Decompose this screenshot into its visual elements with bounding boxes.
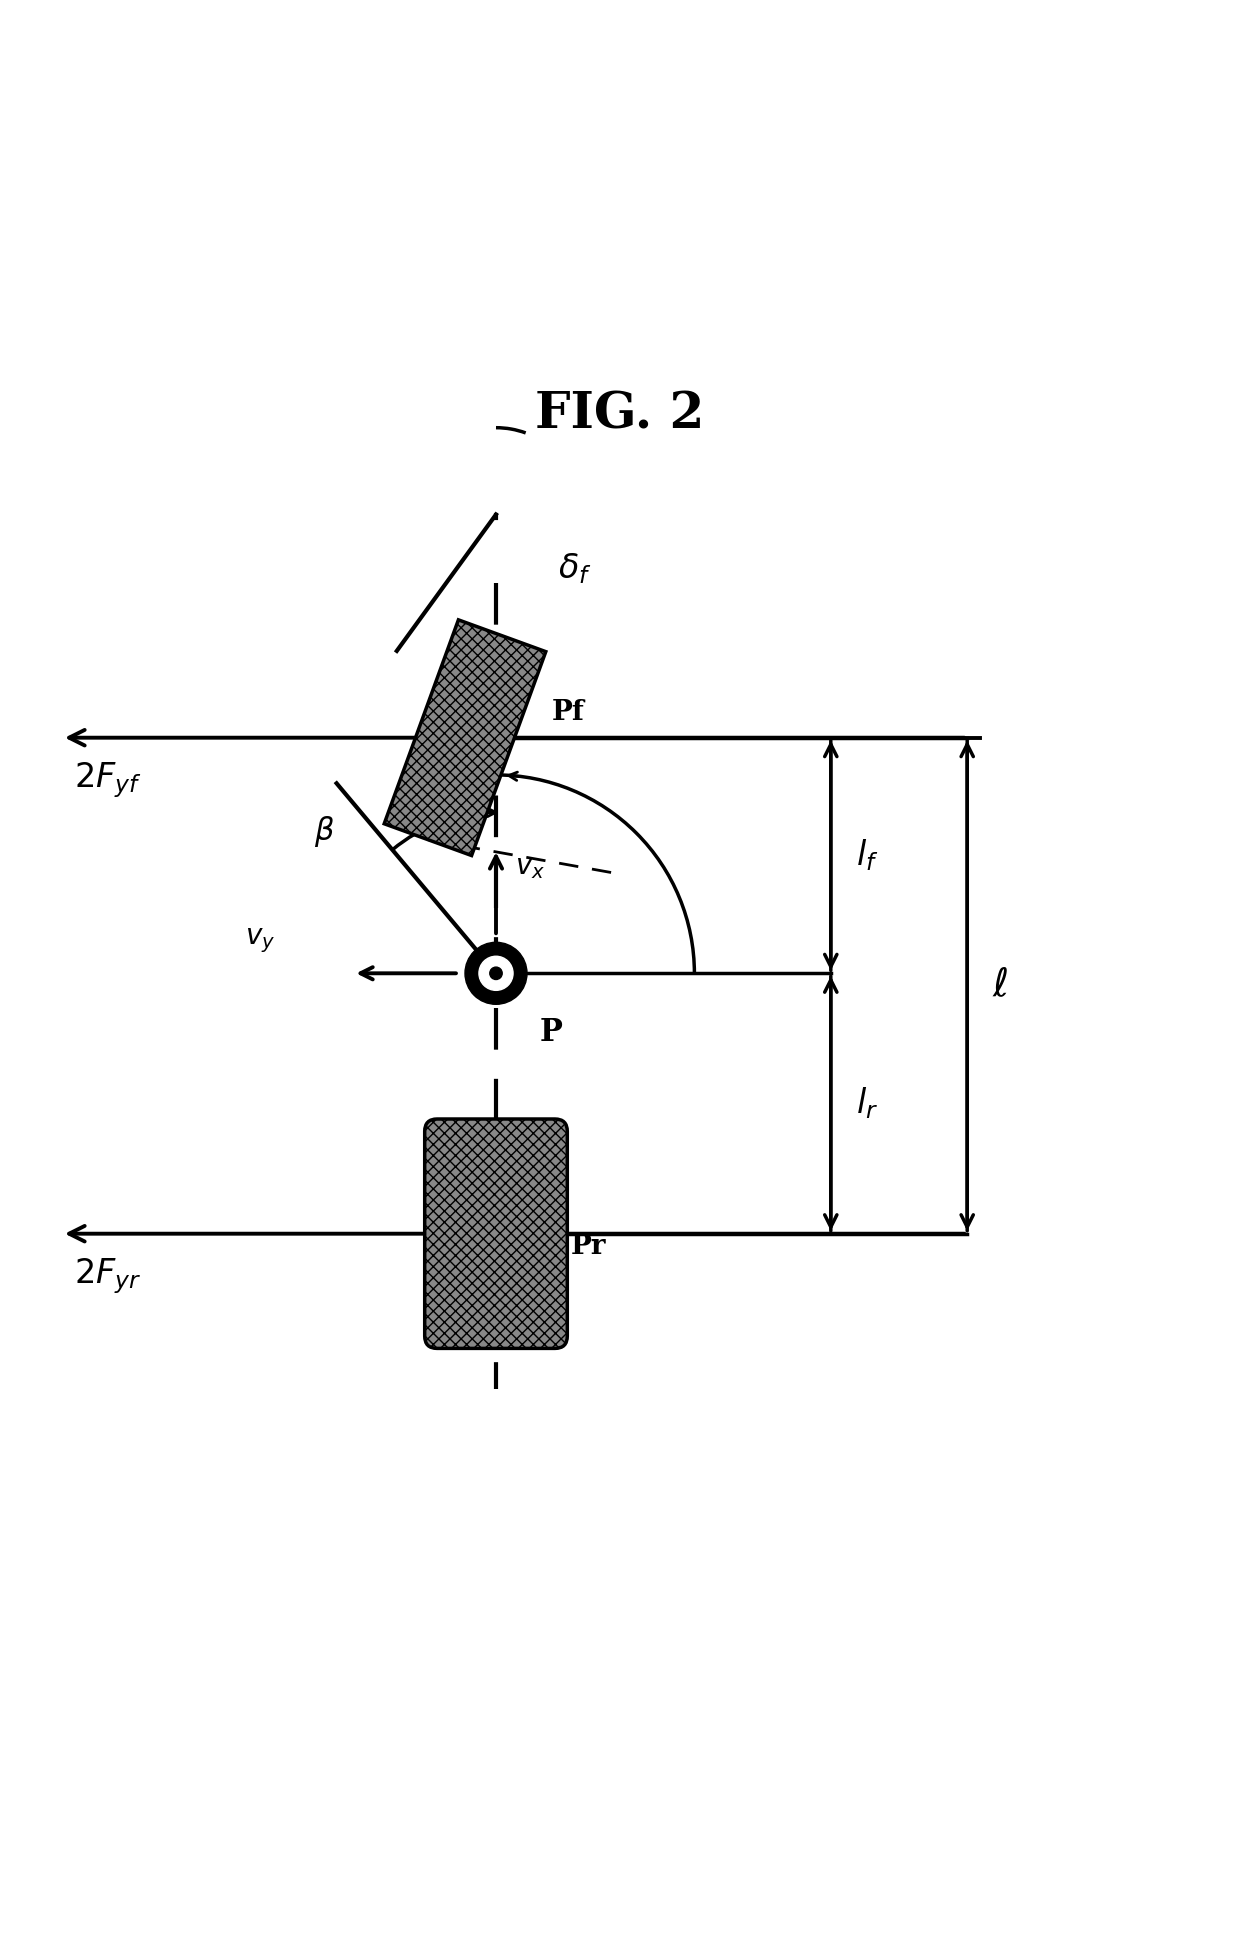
Text: $l_r$: $l_r$ <box>856 1085 878 1121</box>
Text: FIG. 2: FIG. 2 <box>536 390 704 441</box>
Text: $\delta_f$: $\delta_f$ <box>558 552 591 586</box>
Circle shape <box>490 968 502 980</box>
Circle shape <box>479 956 513 991</box>
Text: $2F_{yf}$: $2F_{yf}$ <box>74 760 141 799</box>
Text: Pr: Pr <box>570 1232 606 1260</box>
Text: $2F_{yr}$: $2F_{yr}$ <box>74 1256 141 1295</box>
Text: $l_f$: $l_f$ <box>856 838 878 874</box>
Circle shape <box>465 942 527 1005</box>
Text: $v_x$: $v_x$ <box>515 854 544 882</box>
Text: $\beta$: $\beta$ <box>314 815 335 850</box>
Text: $\ell$: $\ell$ <box>992 968 1008 1005</box>
FancyBboxPatch shape <box>424 1119 568 1348</box>
Text: P: P <box>539 1017 562 1048</box>
Text: Pf: Pf <box>552 699 585 727</box>
Text: $v_y$: $v_y$ <box>246 927 275 954</box>
Polygon shape <box>384 619 546 856</box>
